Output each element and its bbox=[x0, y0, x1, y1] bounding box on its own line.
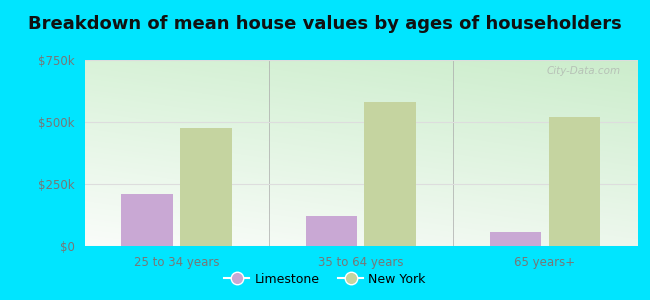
Bar bbox=[306, 216, 357, 246]
Bar bbox=[365, 102, 416, 246]
Bar bbox=[489, 232, 541, 246]
Text: Breakdown of mean house values by ages of householders: Breakdown of mean house values by ages o… bbox=[28, 15, 622, 33]
Bar bbox=[122, 194, 173, 246]
Text: City-Data.com: City-Data.com bbox=[546, 66, 620, 76]
Bar bbox=[549, 117, 600, 246]
Bar bbox=[180, 128, 232, 246]
Legend: Limestone, New York: Limestone, New York bbox=[220, 268, 430, 291]
